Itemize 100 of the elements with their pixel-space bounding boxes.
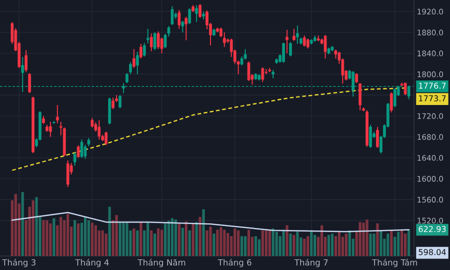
bar <box>366 220 368 256</box>
bar <box>216 230 219 256</box>
candlestick <box>132 48 136 68</box>
bar <box>49 223 52 256</box>
candlestick <box>28 72 31 94</box>
candlestick <box>261 66 264 83</box>
bar <box>240 236 244 256</box>
bar <box>272 228 274 256</box>
bar <box>104 234 108 256</box>
candlestick <box>355 72 358 84</box>
candlestick <box>282 42 285 64</box>
candlestick <box>393 88 396 108</box>
candlestick <box>98 120 101 140</box>
bar <box>122 222 125 256</box>
candlestick <box>247 61 250 82</box>
bar <box>66 214 70 256</box>
bar <box>156 228 160 256</box>
x-tick-label: Tháng 4 <box>75 258 109 268</box>
bar <box>198 216 202 256</box>
x-tick-label: Tháng 3 <box>2 258 36 268</box>
bar <box>73 220 76 256</box>
bar <box>320 225 324 256</box>
candlestick <box>139 43 142 59</box>
candlestick <box>90 118 94 128</box>
candlestick <box>66 160 70 188</box>
candlestick <box>188 8 192 25</box>
candlestick <box>146 28 150 44</box>
bar <box>84 216 87 256</box>
bar <box>181 228 184 256</box>
bar <box>115 215 118 256</box>
x-tick-label: Tháng Năm <box>138 258 186 268</box>
bar <box>327 234 330 256</box>
bar <box>220 227 222 256</box>
bar <box>174 220 177 256</box>
bar <box>247 230 250 256</box>
bar <box>140 222 142 256</box>
bar <box>258 239 260 256</box>
candlestick <box>324 34 327 59</box>
text: 598.04 <box>418 249 446 256</box>
bar <box>314 234 316 256</box>
bar <box>206 230 208 256</box>
candlestick <box>195 4 198 22</box>
bar <box>164 223 167 256</box>
candlestick <box>170 6 174 26</box>
candlestick <box>181 20 184 33</box>
bar <box>35 197 38 256</box>
bar <box>376 223 379 256</box>
bar <box>136 230 139 256</box>
bar <box>226 232 230 256</box>
bar <box>212 234 216 256</box>
bar <box>32 200 34 256</box>
candlestick <box>24 50 28 73</box>
bar <box>60 216 62 256</box>
bar <box>369 234 372 256</box>
candlestick <box>49 121 52 138</box>
bar <box>46 220 48 256</box>
bar <box>42 220 45 256</box>
bar <box>261 230 264 256</box>
bar <box>282 230 285 256</box>
bar <box>289 234 292 256</box>
ref-line-label: 1776.7 <box>419 82 446 89</box>
candlestick <box>80 139 84 158</box>
bar <box>286 225 288 256</box>
bar <box>244 236 247 256</box>
candlestick <box>112 97 114 110</box>
bar <box>296 232 299 256</box>
candlestick <box>76 144 80 158</box>
annotation: 622.93 <box>418 226 446 232</box>
bar <box>268 230 271 256</box>
bar <box>303 238 306 256</box>
bar <box>132 228 136 256</box>
candlestick <box>390 92 393 113</box>
annotation: 1773.7 <box>419 95 446 102</box>
bar <box>306 236 310 256</box>
candlestick <box>222 32 226 48</box>
candlestick <box>178 9 181 30</box>
candlestick <box>126 72 128 84</box>
bar <box>94 225 97 256</box>
bar <box>167 220 170 256</box>
bar <box>234 228 236 256</box>
bar <box>264 230 268 256</box>
candlestick <box>129 62 132 75</box>
candlestick <box>296 25 299 44</box>
bar <box>108 206 111 256</box>
bar <box>358 222 362 256</box>
bar <box>184 221 188 256</box>
candlestick <box>156 30 160 50</box>
bar <box>292 234 296 256</box>
candlestick <box>73 152 76 166</box>
bar <box>400 230 404 256</box>
bar <box>195 222 198 256</box>
candlestick <box>376 126 379 148</box>
candlestick <box>153 32 156 51</box>
bar <box>237 230 240 256</box>
bar <box>154 234 156 256</box>
candlestick <box>286 29 288 54</box>
x-tick-label: Tháng 6 <box>218 258 252 268</box>
bar <box>372 234 376 256</box>
bar <box>76 223 80 256</box>
candlestick <box>142 42 146 57</box>
